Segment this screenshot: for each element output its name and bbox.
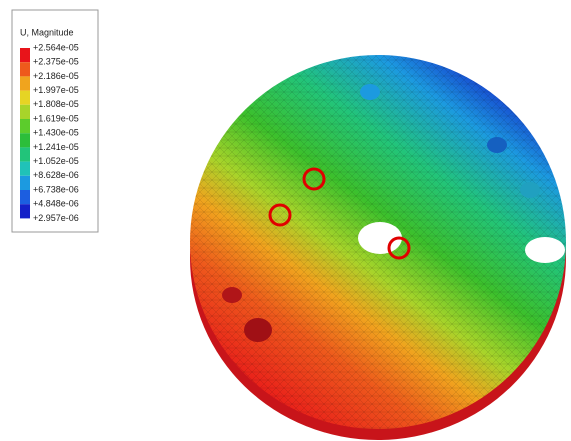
legend-swatch <box>20 204 30 218</box>
legend-label: +1.808e-05 <box>33 99 79 109</box>
legend-swatch <box>20 133 30 147</box>
legend-label: +2.957e-06 <box>33 213 79 223</box>
fea-view: U, Magnitude +2.564e-05 +2.375e-05 +2.186e… <box>0 0 571 441</box>
legend-swatch <box>20 190 30 204</box>
legend-swatch <box>20 62 30 76</box>
legend-label: +6.738e-06 <box>33 184 79 194</box>
legend-label: +1.997e-05 <box>33 85 79 95</box>
disk <box>190 55 566 440</box>
legend-swatch <box>20 119 30 133</box>
legend-label: +2.375e-05 <box>33 57 79 67</box>
legend-label: +1.430e-05 <box>33 128 79 138</box>
legend-label: +1.052e-05 <box>33 156 79 166</box>
legend-swatch <box>20 176 30 190</box>
legend-swatch <box>20 147 30 161</box>
legend-label: +8.628e-06 <box>33 170 79 180</box>
legend-title: U, Magnitude <box>20 27 74 37</box>
legend-swatch <box>20 91 30 105</box>
legend-swatch <box>20 105 30 119</box>
legend-swatch <box>20 162 30 176</box>
legend-label: +2.186e-05 <box>33 71 79 81</box>
legend-swatch <box>20 48 30 62</box>
legend-label: +2.564e-05 <box>33 42 79 52</box>
legend-label: +1.619e-05 <box>33 113 79 123</box>
legend-label: +1.241e-05 <box>33 142 79 152</box>
screenshot: U, Magnitude +2.564e-05 +2.375e-05 +2.186e… <box>0 0 571 441</box>
legend-label: +4.848e-06 <box>33 199 79 209</box>
legend-swatch <box>20 76 30 90</box>
